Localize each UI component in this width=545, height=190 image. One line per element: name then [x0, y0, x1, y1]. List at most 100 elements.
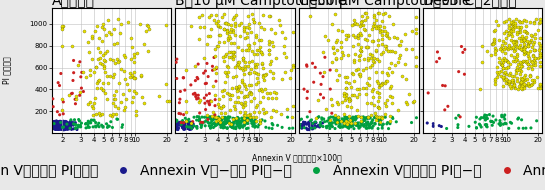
Point — [238, 106, 247, 109]
Point — [482, 117, 491, 120]
Point — [229, 117, 238, 120]
Point — [288, 127, 297, 130]
Point — [326, 116, 335, 119]
Point — [144, 25, 153, 28]
Point — [224, 37, 233, 40]
Point — [373, 106, 382, 109]
Point — [58, 121, 67, 124]
Point — [235, 117, 244, 120]
Point — [214, 45, 222, 48]
Point — [50, 121, 58, 124]
Point — [82, 76, 91, 79]
Point — [277, 112, 286, 115]
Point — [131, 91, 140, 94]
Point — [259, 96, 268, 99]
Point — [489, 121, 498, 124]
Point — [175, 98, 184, 101]
Text: PI 荱光強度: PI 荱光強度 — [2, 56, 11, 84]
Point — [222, 91, 231, 94]
Point — [332, 49, 341, 52]
Point — [374, 12, 383, 15]
Point — [256, 119, 265, 122]
Point — [502, 47, 511, 50]
Point — [380, 25, 389, 28]
Point — [306, 110, 314, 113]
Point — [375, 115, 384, 118]
Point — [86, 100, 94, 103]
Point — [182, 69, 191, 72]
Point — [316, 124, 325, 127]
Point — [518, 21, 526, 24]
Point — [57, 122, 66, 125]
Point — [319, 51, 328, 54]
Point — [373, 79, 382, 82]
Point — [511, 21, 519, 25]
Point — [235, 35, 244, 38]
Point — [349, 72, 358, 75]
Point — [371, 122, 379, 125]
Point — [56, 124, 64, 127]
Point — [93, 81, 101, 84]
Point — [454, 114, 463, 117]
Point — [229, 50, 238, 53]
Point — [212, 65, 221, 68]
Point — [234, 66, 243, 69]
Point — [222, 29, 231, 32]
Point — [54, 127, 63, 130]
Point — [242, 49, 251, 52]
Point — [528, 46, 536, 49]
Point — [240, 101, 249, 104]
Point — [476, 117, 485, 120]
Point — [60, 126, 69, 129]
Point — [46, 124, 55, 127]
Point — [506, 21, 515, 24]
Point — [238, 116, 246, 120]
Point — [383, 31, 391, 34]
Point — [63, 127, 71, 130]
Point — [234, 89, 243, 92]
Point — [522, 60, 530, 63]
Point — [228, 50, 237, 53]
Point — [219, 126, 228, 129]
Point — [56, 124, 64, 127]
Point — [100, 66, 108, 69]
Point — [524, 63, 532, 66]
Point — [345, 114, 354, 117]
Point — [176, 124, 185, 127]
Point — [209, 122, 217, 125]
Point — [532, 119, 541, 122]
Point — [187, 126, 196, 129]
Point — [302, 97, 311, 100]
Point — [213, 24, 222, 27]
Point — [68, 92, 77, 95]
Point — [308, 62, 317, 65]
Point — [180, 122, 189, 125]
Point — [384, 14, 393, 17]
Point — [78, 71, 87, 74]
Point — [487, 54, 496, 57]
Point — [386, 122, 395, 125]
Point — [250, 21, 259, 24]
Point — [217, 118, 226, 121]
Point — [221, 122, 229, 125]
Point — [222, 28, 231, 31]
Point — [245, 116, 254, 119]
Point — [525, 74, 534, 77]
Point — [177, 121, 185, 124]
Point — [64, 125, 72, 128]
Point — [364, 116, 372, 119]
Point — [205, 117, 214, 120]
Point — [233, 120, 241, 123]
Point — [526, 38, 535, 41]
Point — [233, 62, 242, 65]
Point — [345, 81, 354, 84]
Point — [307, 124, 316, 127]
Point — [330, 52, 338, 55]
Point — [325, 118, 334, 121]
Point — [76, 75, 85, 78]
Point — [202, 42, 211, 45]
Point — [252, 106, 261, 109]
Point — [258, 62, 267, 65]
Point — [102, 122, 111, 125]
Point — [440, 108, 449, 111]
